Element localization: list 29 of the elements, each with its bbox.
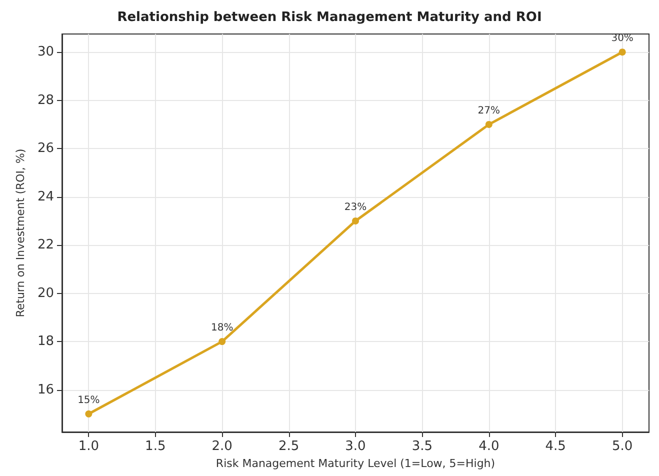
- y-tick-label: 24: [37, 189, 54, 204]
- y-tick-label: 26: [37, 141, 54, 156]
- y-tick-label: 18: [37, 334, 54, 350]
- data-label: 18%: [210, 322, 234, 334]
- point: [85, 410, 92, 418]
- x-tick-label: 1.0: [78, 439, 100, 454]
- x-tick-label: 3.5: [412, 439, 433, 454]
- x-tick-label: 1.5: [145, 439, 166, 454]
- y-tick-label: 16: [37, 382, 54, 398]
- y-tick-label: 20: [37, 286, 54, 301]
- x-tick-label: 4.0: [478, 439, 500, 454]
- x-tick-label: 3.0: [345, 439, 366, 454]
- x-tick-label: 4.5: [545, 439, 566, 454]
- point: [618, 48, 626, 56]
- x-axis-title: Risk Management Maturity Level (1=Low, 5=High): [216, 456, 496, 470]
- point: [218, 338, 226, 346]
- point: [485, 120, 492, 128]
- y-axis-title: Return on Investment (ROI, %): [14, 148, 27, 318]
- x-tick-label: 2.5: [278, 439, 300, 454]
- chart-title: Relationship between Risk Management Maturity and ROI: [117, 10, 542, 25]
- data-label: 15%: [78, 394, 100, 406]
- data-label: 27%: [478, 105, 500, 116]
- point: [352, 217, 359, 224]
- x-tick-label: 2.0: [212, 439, 232, 454]
- x-tick-label: 5.0: [612, 439, 633, 454]
- y-tick-label: 30: [37, 44, 54, 60]
- data-label: 23%: [344, 202, 367, 213]
- y-tick-label: 28: [37, 92, 54, 108]
- y-tick-label: 22: [37, 238, 54, 253]
